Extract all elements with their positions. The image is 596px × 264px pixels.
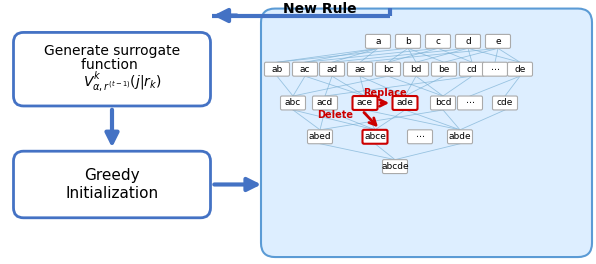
FancyBboxPatch shape (308, 130, 333, 144)
FancyBboxPatch shape (426, 34, 451, 48)
Text: Generate surrogate: Generate surrogate (44, 44, 180, 58)
Text: e: e (495, 37, 501, 46)
Text: ad: ad (327, 65, 337, 74)
Text: ae: ae (355, 65, 365, 74)
Text: bc: bc (383, 65, 393, 74)
Text: ade: ade (396, 98, 414, 107)
Text: Greedy
Initialization: Greedy Initialization (66, 168, 159, 201)
FancyBboxPatch shape (403, 62, 429, 76)
FancyBboxPatch shape (396, 34, 421, 48)
FancyBboxPatch shape (383, 160, 408, 173)
FancyBboxPatch shape (393, 96, 418, 110)
Text: Replace: Replace (363, 88, 407, 98)
FancyBboxPatch shape (508, 62, 532, 76)
Text: ⋯: ⋯ (491, 65, 499, 74)
FancyBboxPatch shape (492, 96, 517, 110)
Text: ac: ac (300, 65, 311, 74)
Text: b: b (405, 37, 411, 46)
FancyBboxPatch shape (460, 62, 485, 76)
Text: abce: abce (364, 132, 386, 141)
Text: abc: abc (285, 98, 301, 107)
Text: abcde: abcde (381, 162, 409, 171)
FancyBboxPatch shape (430, 96, 455, 110)
Text: acd: acd (317, 98, 333, 107)
FancyBboxPatch shape (375, 62, 401, 76)
Text: bd: bd (410, 65, 422, 74)
Text: $V^k_{\alpha,r^{(t-1)}}(j|r_k)$: $V^k_{\alpha,r^{(t-1)}}(j|r_k)$ (83, 69, 162, 93)
FancyBboxPatch shape (408, 130, 433, 144)
Text: abed: abed (309, 132, 331, 141)
Text: function: function (82, 58, 142, 72)
Text: cd: cd (467, 65, 477, 74)
FancyBboxPatch shape (319, 62, 344, 76)
FancyBboxPatch shape (365, 34, 390, 48)
Text: ace: ace (357, 98, 373, 107)
Text: ⋯: ⋯ (465, 98, 474, 107)
FancyBboxPatch shape (265, 62, 290, 76)
FancyBboxPatch shape (14, 151, 210, 218)
FancyBboxPatch shape (293, 62, 318, 76)
Text: ab: ab (271, 65, 283, 74)
Text: New Rule: New Rule (283, 2, 357, 16)
Text: a: a (375, 37, 381, 46)
FancyBboxPatch shape (486, 34, 511, 48)
FancyBboxPatch shape (347, 62, 372, 76)
Text: d: d (465, 37, 471, 46)
Text: abde: abde (449, 132, 471, 141)
Text: de: de (514, 65, 526, 74)
FancyBboxPatch shape (448, 130, 473, 144)
Text: c: c (436, 37, 440, 46)
Text: be: be (438, 65, 450, 74)
FancyBboxPatch shape (261, 8, 592, 257)
FancyBboxPatch shape (312, 96, 337, 110)
FancyBboxPatch shape (362, 130, 387, 144)
FancyBboxPatch shape (352, 96, 377, 110)
FancyBboxPatch shape (455, 34, 480, 48)
Text: bcd: bcd (434, 98, 451, 107)
FancyBboxPatch shape (458, 96, 483, 110)
Text: cde: cde (497, 98, 513, 107)
Text: Delete: Delete (317, 110, 353, 120)
FancyBboxPatch shape (483, 62, 508, 76)
FancyBboxPatch shape (14, 32, 210, 106)
Text: ⋯: ⋯ (415, 132, 424, 141)
FancyBboxPatch shape (281, 96, 306, 110)
FancyBboxPatch shape (432, 62, 457, 76)
